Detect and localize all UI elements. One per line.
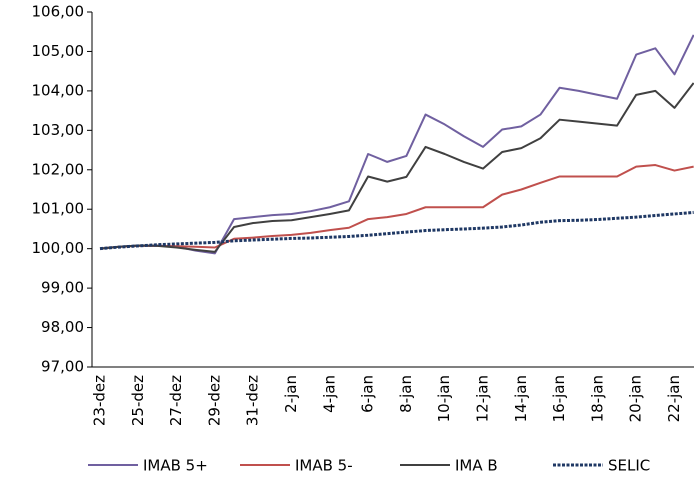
x-tick-label: 29-dez <box>205 375 223 426</box>
x-tick-label: 20-jan <box>627 375 645 422</box>
series-line <box>99 82 694 253</box>
y-tick-label: 97,00 <box>41 358 84 376</box>
y-tick-label: 105,00 <box>32 42 85 60</box>
x-tick-label: 8-jan <box>397 375 415 413</box>
x-tick-label: 14-jan <box>512 375 530 422</box>
y-tick-label: 99,00 <box>41 279 84 297</box>
y-tick-label: 101,00 <box>32 200 85 218</box>
x-tick-label: 25-dez <box>129 375 147 426</box>
x-tick-label: 18-jan <box>588 375 606 422</box>
y-tick-label: 106,00 <box>32 3 85 21</box>
y-tick-label: 103,00 <box>32 121 85 139</box>
legend-label: IMAB 5+ <box>143 457 208 475</box>
x-tick-label: 23-dez <box>91 375 109 426</box>
series-line <box>99 164 694 250</box>
x-tick-label: 27-dez <box>167 375 185 426</box>
x-tick-label: 31-dez <box>244 375 262 426</box>
x-tick-label: 6-jan <box>359 375 377 413</box>
x-tick-label: 10-jan <box>435 375 453 422</box>
series-line <box>99 210 694 251</box>
legend-label: SELIC <box>608 457 650 475</box>
x-tick-label: 4-jan <box>320 375 338 413</box>
x-tick-label: 2-jan <box>282 375 300 413</box>
y-tick-label: 102,00 <box>32 160 85 178</box>
x-tick-label: 22-jan <box>665 375 683 422</box>
legend-label: IMA B <box>455 457 498 475</box>
series-line <box>99 34 694 255</box>
x-tick-label: 12-jan <box>474 375 492 422</box>
y-tick-label: 98,00 <box>41 318 84 336</box>
legend-label: IMAB 5- <box>295 457 353 475</box>
y-tick-label: 100,00 <box>32 239 85 257</box>
x-tick-label: 16-jan <box>550 375 568 422</box>
y-tick-label: 104,00 <box>32 81 85 99</box>
